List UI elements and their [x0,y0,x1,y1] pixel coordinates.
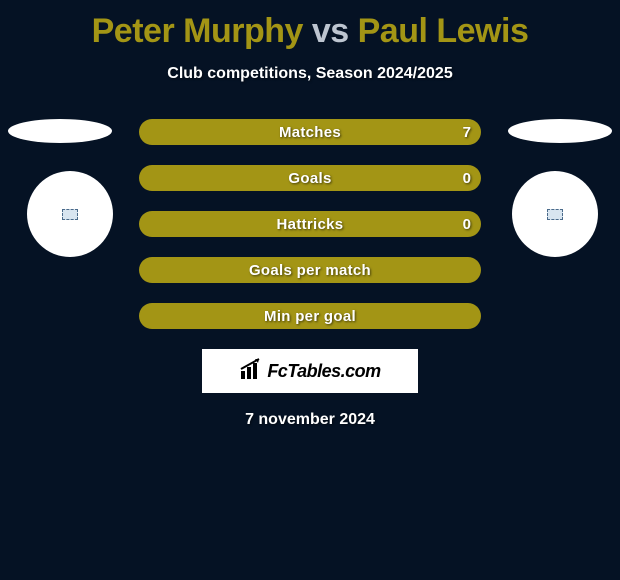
decoration-ellipse-left [8,119,112,143]
comparison-title: Peter Murphy vs Paul Lewis [0,0,620,51]
subtitle-text: Club competitions, Season 2024/2025 [0,65,620,83]
logo-content: FcTables.com [239,357,380,386]
player2-name: Paul Lewis [358,12,529,50]
stat-value-right: 0 [463,170,471,187]
date-text: 7 november 2024 [0,411,620,429]
flag-placeholder-icon [547,209,563,220]
stat-label: Goals per match [249,262,371,279]
logo-box: FcTables.com [202,349,418,393]
decoration-ellipse-right [508,119,612,143]
stat-row-matches: Matches 7 [139,119,481,145]
player2-badge-circle [512,171,598,257]
stat-row-min-per-goal: Min per goal [139,303,481,329]
player1-name: Peter Murphy [92,12,303,50]
stat-label: Min per goal [264,308,356,325]
stat-label: Matches [279,124,341,141]
stat-row-goals: Goals 0 [139,165,481,191]
player1-badge-circle [27,171,113,257]
stat-value-right: 7 [463,124,471,141]
stat-row-goals-per-match: Goals per match [139,257,481,283]
stat-value-right: 0 [463,216,471,233]
stat-label: Hattricks [277,216,344,233]
bar-chart-icon [239,357,263,386]
main-stats-area: Matches 7 Goals 0 Hattricks 0 Goals per … [0,119,620,429]
flag-placeholder-icon [62,209,78,220]
vs-separator: vs [312,12,349,50]
stat-label: Goals [288,170,331,187]
stats-container: Matches 7 Goals 0 Hattricks 0 Goals per … [139,119,481,329]
stat-row-hattricks: Hattricks 0 [139,211,481,237]
logo-text: FcTables.com [267,361,380,382]
